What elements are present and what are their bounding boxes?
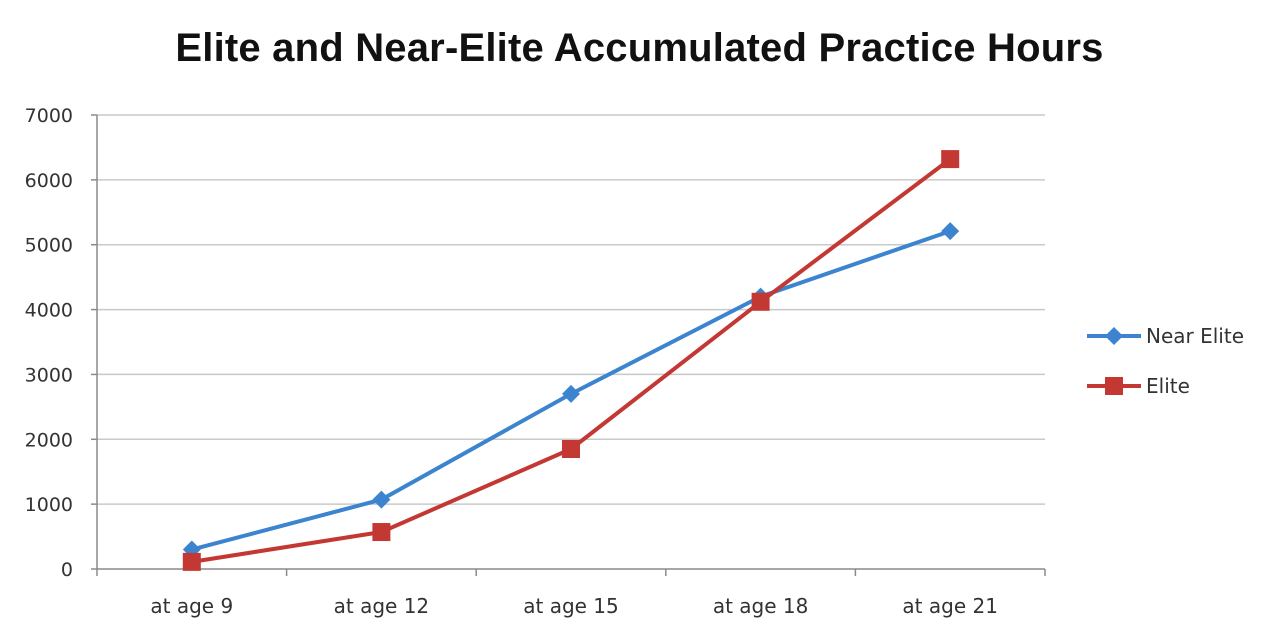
y-tick-label: 6000 <box>25 170 73 192</box>
data-point-elite <box>751 292 770 311</box>
legend-marker-elite <box>1105 377 1123 395</box>
data-point-near-elite <box>562 384 580 403</box>
data-point-elite <box>372 523 391 542</box>
y-tick-label: 3000 <box>25 364 73 386</box>
data-point-near-elite <box>372 490 391 509</box>
data-point-elite <box>182 552 201 571</box>
data-point-elite <box>562 440 580 459</box>
data-point-near-elite <box>941 222 960 241</box>
y-tick-label: 5000 <box>25 235 73 257</box>
y-tick-label: 0 <box>61 559 73 581</box>
x-tick-label: at age 18 <box>713 594 809 618</box>
x-tick-label: at age 12 <box>334 594 430 618</box>
x-tick-label: at age 9 <box>150 594 233 618</box>
y-tick-label: 7000 <box>25 105 73 127</box>
series-line-elite <box>191 157 952 564</box>
legend-marker-near-elite <box>1105 327 1123 345</box>
legend-label-near-elite: Near Elite <box>1146 324 1244 348</box>
chart-title: Elite and Near-Elite Accumulated Practic… <box>175 26 1104 70</box>
y-tick-label: 2000 <box>25 429 73 451</box>
y-tick-label: 1000 <box>25 494 73 516</box>
data-point-elite <box>941 150 960 169</box>
legend-label-elite: Elite <box>1146 374 1190 398</box>
x-tick-label: at age 15 <box>523 594 619 618</box>
y-tick-label: 4000 <box>25 300 73 322</box>
x-tick-label: at age 21 <box>902 594 998 618</box>
